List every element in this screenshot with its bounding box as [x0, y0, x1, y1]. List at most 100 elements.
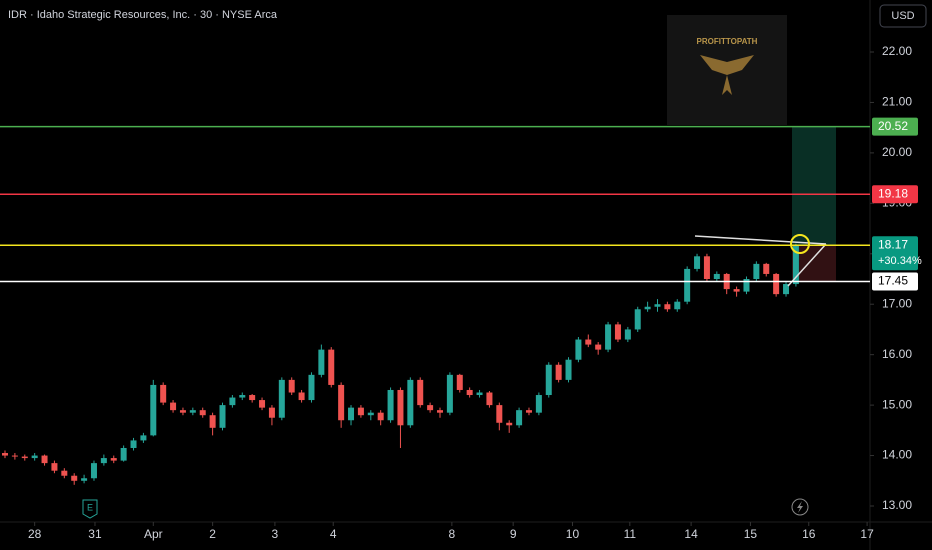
candle-body	[733, 289, 740, 292]
candle-body	[407, 379, 414, 426]
candle-body	[486, 392, 493, 406]
candle-body	[446, 374, 453, 413]
candle-body	[41, 455, 48, 464]
y-tick-label: 20.00	[882, 145, 912, 159]
candle-body	[110, 458, 117, 461]
candle-body	[743, 279, 750, 292]
candle-body	[357, 407, 364, 416]
earnings-marker[interactable]: E	[82, 499, 98, 519]
x-tick-label: 16	[802, 527, 816, 541]
x-tick-label: 14	[684, 527, 698, 541]
candle-body	[585, 339, 592, 345]
x-tick-label: 11	[624, 527, 637, 541]
candle-body	[792, 245, 799, 285]
candle-body	[456, 374, 463, 390]
y-tick-label: 13.00	[882, 498, 912, 512]
candle-body	[259, 400, 266, 408]
candle-body	[308, 374, 315, 401]
x-tick-label: 4	[330, 527, 337, 541]
candle-body	[644, 306, 651, 310]
position-profit	[792, 126, 836, 246]
candle-body	[387, 389, 394, 421]
candle-body	[605, 324, 612, 350]
candle-body	[634, 309, 641, 330]
x-tick-label: 15	[744, 527, 758, 541]
candle-body	[654, 304, 661, 307]
candle-body	[535, 395, 542, 413]
candle-body	[703, 256, 710, 279]
candle-body	[160, 384, 167, 403]
candle-body	[773, 273, 780, 295]
candle-body	[377, 412, 384, 421]
level-label: 18.17	[878, 237, 908, 251]
candle-body	[516, 410, 523, 426]
candle-body	[90, 463, 97, 479]
plot	[2, 126, 836, 485]
y-tick-label: 17.00	[882, 296, 912, 310]
candle-body	[2, 453, 8, 456]
candle-body	[595, 344, 602, 350]
candle-body	[496, 405, 503, 423]
candle-body	[31, 455, 38, 459]
watermark: PROFITTOPATH	[667, 15, 787, 125]
candle-body	[565, 359, 572, 380]
candle-body	[624, 329, 631, 340]
earnings-label: E	[87, 502, 93, 512]
candle-body	[397, 389, 404, 426]
candle-body	[476, 392, 483, 396]
candle-body	[318, 349, 325, 375]
y-tick-label: 16.00	[882, 347, 912, 361]
candle-body	[555, 364, 562, 380]
candle-body	[21, 456, 28, 459]
event-icon[interactable]	[791, 498, 809, 516]
level-label-box	[872, 117, 918, 136]
candle-body	[150, 384, 157, 436]
candle-body	[763, 263, 770, 274]
candle-body	[140, 435, 147, 441]
y-tick-label: 15.00	[882, 397, 912, 411]
candle-body	[506, 422, 513, 426]
candle-body	[249, 395, 256, 401]
candle-body	[328, 349, 335, 385]
candle-body	[219, 405, 226, 428]
level-label: 19.18	[878, 186, 908, 200]
level-label-box	[872, 185, 918, 204]
candle-body	[417, 379, 424, 406]
candle-body	[338, 384, 345, 421]
candle-body	[694, 256, 701, 269]
candle-body	[170, 402, 177, 411]
x-tick-label: 17	[860, 527, 874, 541]
candle-body	[575, 339, 582, 360]
candle-body	[61, 470, 68, 476]
candle-body	[427, 405, 434, 411]
candle-body	[11, 455, 18, 457]
level-label: 20.52	[878, 119, 908, 133]
candle-body	[51, 463, 58, 471]
highlight-circle	[790, 234, 810, 254]
candle-body	[130, 440, 137, 448]
candle-body	[348, 407, 355, 421]
candle-body	[239, 395, 246, 398]
candle-body	[199, 410, 206, 416]
candle-body	[71, 475, 78, 481]
x-tick-label: 2	[209, 527, 216, 541]
trendline	[694, 235, 827, 245]
candle-body	[367, 412, 374, 416]
candle-body	[713, 273, 720, 279]
currency-label: USD	[891, 10, 914, 22]
x-tick-label: 31	[88, 527, 102, 541]
candle-body	[437, 410, 443, 413]
candle-body	[614, 324, 621, 340]
candle-body	[298, 392, 305, 401]
candle-body	[179, 410, 186, 413]
change-label: +30.34%	[878, 255, 922, 267]
x-tick-label: 28	[28, 527, 42, 541]
level-label: 17.45	[878, 274, 908, 288]
level-label-box	[872, 236, 918, 271]
candle-body	[209, 415, 216, 428]
candle-body	[466, 389, 473, 396]
x-tick-label: 10	[566, 527, 580, 541]
candle-body	[278, 379, 285, 418]
currency-button[interactable]	[879, 4, 927, 28]
